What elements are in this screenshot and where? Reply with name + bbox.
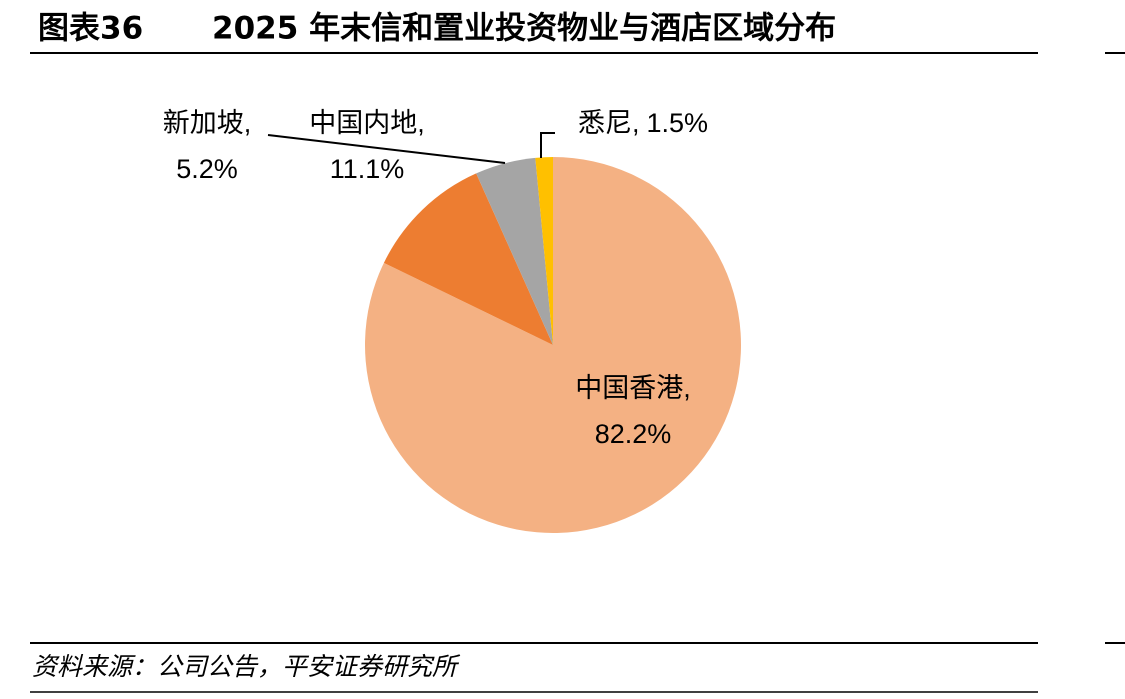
slice-label: 悉尼, 1.5% [578,108,708,138]
source-note: 资料来源：公司公告，平安证券研究所 [32,652,461,681]
leader-line [540,132,555,158]
figure-number: 图表36 [38,11,143,47]
pie [365,157,741,533]
data-label: 5.2% [176,154,238,184]
category-label: 中国内地, [309,108,425,138]
data-label: 11.1% [330,154,405,184]
leader-line [267,134,506,164]
pie-slice [476,157,553,345]
category-label: 悉尼, [578,108,640,138]
chart-title: 2025 年末信和置业投资物业与酒店区域分布 [212,11,836,47]
data-label: 1.5% [647,108,709,138]
category-label: 中国香港, [575,373,691,403]
category-label: 新加坡, [163,108,252,138]
pie-slice [383,173,553,345]
pie-slice [535,157,553,345]
data-label: 82.2% [595,419,672,449]
